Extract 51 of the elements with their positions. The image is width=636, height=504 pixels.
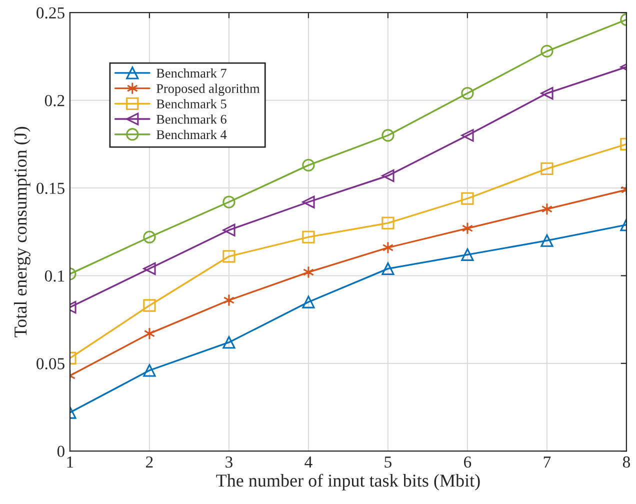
point — [302, 196, 315, 208]
point — [222, 250, 236, 263]
point — [302, 266, 314, 278]
point — [540, 162, 554, 176]
y-tick-label: 0.15 — [36, 182, 64, 194]
y-tick-label: 0.1 — [44, 270, 64, 282]
x-axis-title: The number of input task bits (Mbit) — [216, 474, 480, 490]
y-tick-label: 0.25 — [36, 7, 64, 19]
point — [382, 241, 394, 254]
legend-label: Benchmark 7 — [156, 68, 226, 78]
legend-label: Benchmark 6 — [156, 114, 226, 124]
point — [382, 216, 394, 230]
point — [540, 44, 554, 58]
point — [541, 202, 553, 216]
point — [302, 296, 315, 308]
y-tick-label: 0.2 — [44, 94, 64, 106]
point — [461, 86, 474, 100]
x-tick-label: 1 — [67, 456, 74, 468]
point — [382, 169, 394, 182]
point — [461, 192, 474, 205]
point — [143, 230, 156, 244]
point — [143, 262, 156, 275]
point — [540, 234, 554, 247]
x-tick-label: 3 — [226, 456, 232, 468]
x-tick-label: 7 — [544, 456, 551, 468]
point — [143, 364, 156, 377]
point — [222, 196, 236, 208]
x-tick-label: 4 — [304, 456, 312, 468]
point — [461, 248, 474, 261]
x-tick-label: 8 — [622, 456, 630, 468]
x-tick-label: 2 — [146, 456, 153, 468]
x-tick-label: 5 — [384, 456, 392, 468]
point — [143, 299, 156, 312]
point — [382, 129, 394, 142]
x-tick-label: 6 — [464, 456, 472, 468]
y-tick-label: 0 — [57, 446, 64, 458]
point — [382, 262, 394, 275]
point — [302, 158, 315, 172]
point — [222, 336, 236, 349]
point — [462, 222, 474, 235]
legend-label: Proposed algorithm — [156, 84, 260, 96]
point — [222, 224, 236, 236]
point — [144, 327, 156, 340]
point — [461, 129, 474, 142]
point — [223, 294, 235, 307]
y-tick-label: 0.05 — [36, 358, 64, 370]
y-axis-title: Total energy consumption (J) — [14, 126, 30, 338]
legend-label: Benchmark 5 — [156, 99, 226, 108]
legend-label: Benchmark 4 — [156, 130, 227, 140]
point — [540, 86, 554, 100]
point — [302, 230, 315, 244]
